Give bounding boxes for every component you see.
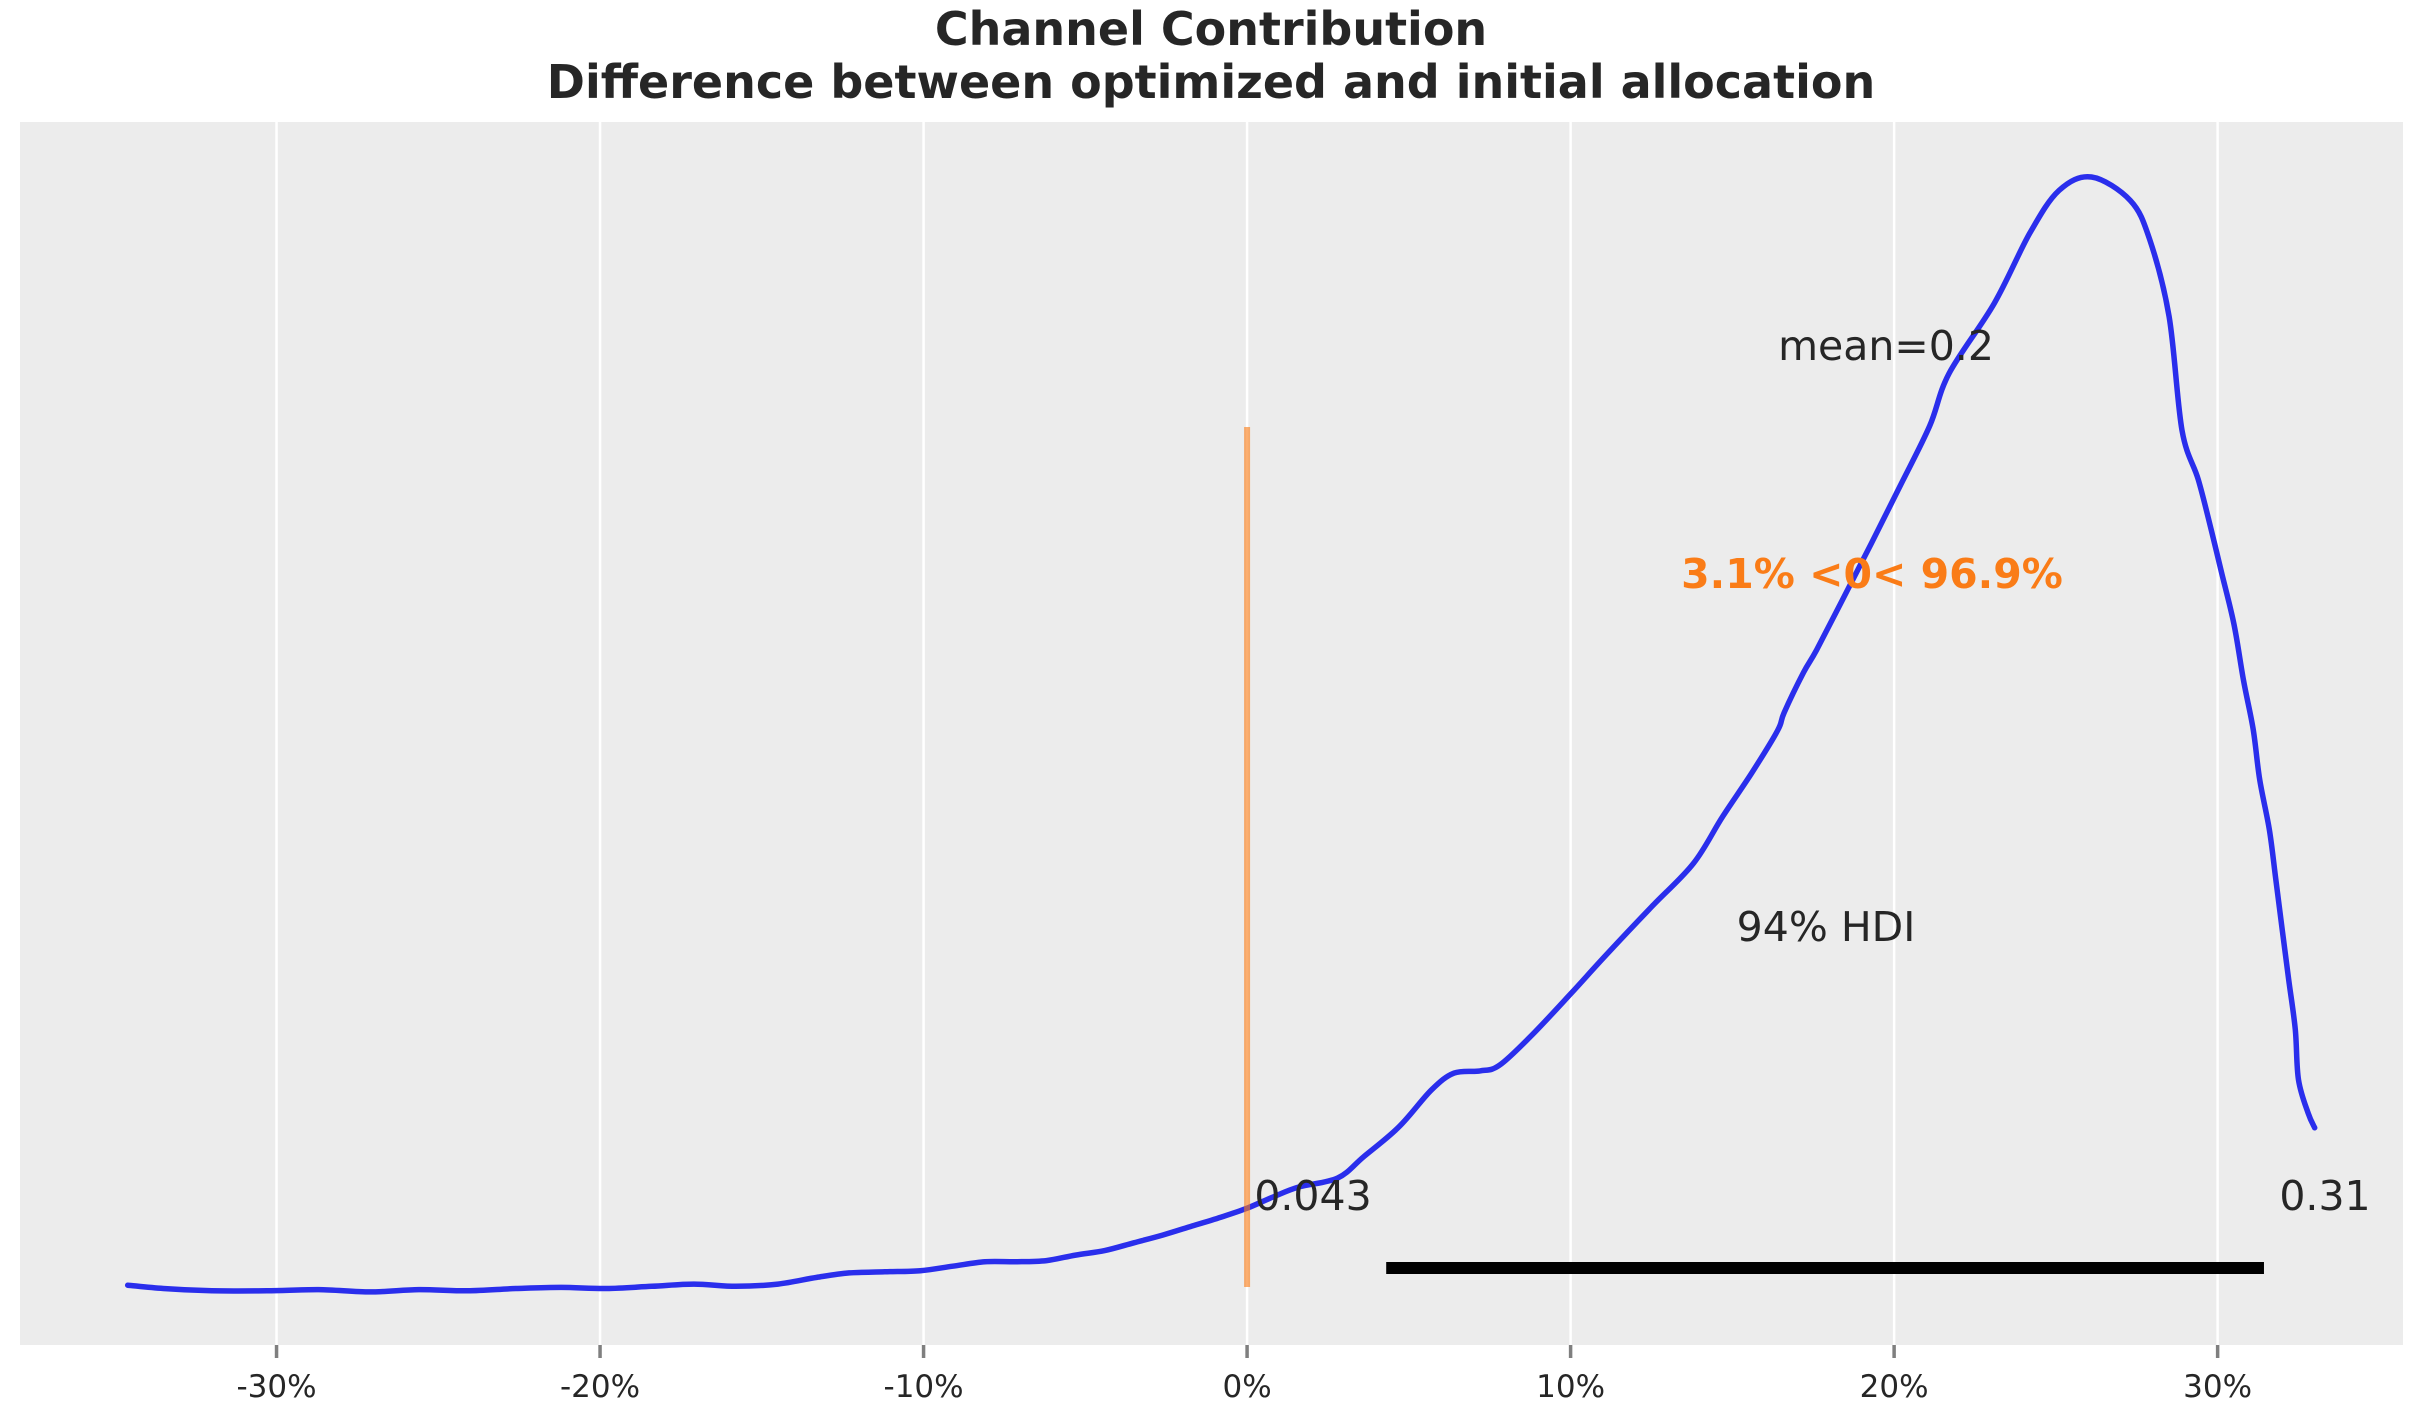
x-tick-label: 20% <box>1859 1369 1929 1405</box>
chart-title-line1: Channel Contribution <box>934 2 1488 56</box>
chart-title: Channel Contribution Difference between … <box>547 3 1875 109</box>
x-tick-label: 30% <box>2183 1369 2253 1405</box>
plot-background <box>20 122 2403 1345</box>
x-tick-label: 0% <box>1222 1369 1272 1405</box>
x-tick-label: 10% <box>1536 1369 1606 1405</box>
ref-val-annotation: 3.1% <0< 96.9% <box>1681 550 2063 598</box>
hdi-annotation: 94% HDI <box>1736 903 1916 951</box>
hdi-lower-label: 0.043 <box>1254 1172 1372 1220</box>
x-tick-label: -10% <box>883 1369 964 1405</box>
mean-annotation: mean=0.2 <box>1778 322 1994 370</box>
x-tick-label: -20% <box>560 1369 641 1405</box>
chart-title-line2: Difference between optimized and initial… <box>546 55 1876 109</box>
posterior-kde-curve <box>124 173 2318 1295</box>
hdi-upper-label: 0.31 <box>2279 1172 2371 1220</box>
x-tick-label: -30% <box>236 1369 317 1405</box>
